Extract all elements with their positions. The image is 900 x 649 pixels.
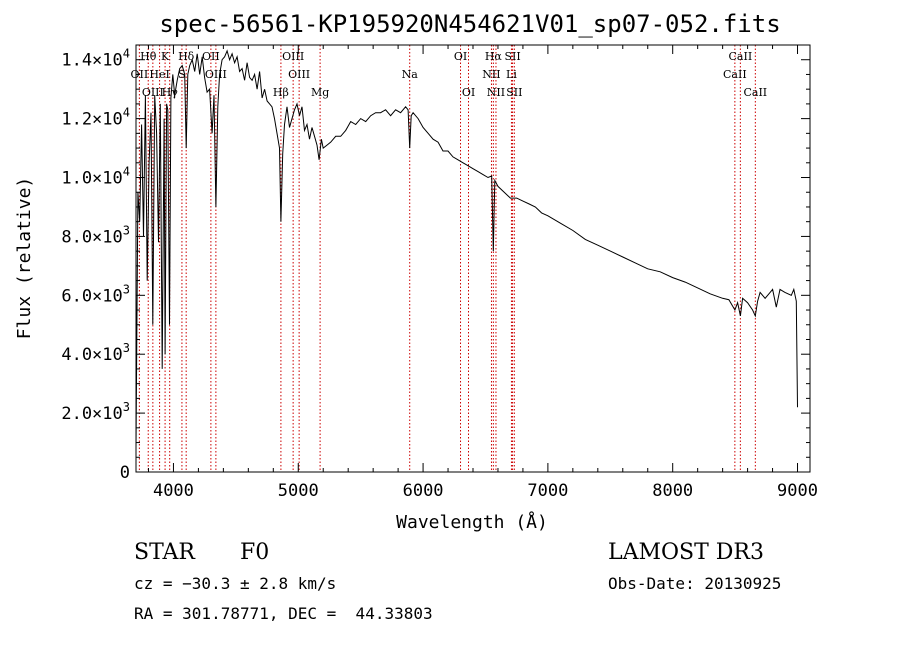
y-tick-label-6: 1.2×104 bbox=[61, 106, 130, 130]
y-tick-label-1: 2.0×103 bbox=[61, 400, 130, 424]
line-marker-label-6: Hδ bbox=[178, 50, 195, 63]
line-marker-label-3: HeI bbox=[149, 68, 169, 81]
line-marker-label-15: OI bbox=[454, 50, 467, 63]
line-marker-label-16: OI bbox=[462, 86, 475, 99]
line-marker-label-11: OIII bbox=[282, 50, 304, 63]
line-marker-label-13: Mg bbox=[311, 86, 329, 99]
y-tick-label-0: 0 bbox=[120, 463, 130, 483]
line-marker-label-4: K bbox=[161, 50, 170, 63]
x-tick-label-4: 8000 bbox=[652, 481, 693, 501]
line-marker-label-19: NII bbox=[487, 86, 505, 99]
x-tick-label-2: 6000 bbox=[403, 481, 444, 501]
line-marker-label-14: Na bbox=[402, 68, 419, 81]
y-axis-label: Flux (relative) bbox=[14, 177, 35, 340]
x-tick-label-5: 9000 bbox=[777, 481, 818, 501]
line-marker-label-8: OII bbox=[202, 50, 220, 63]
chart-title: spec-56561-KP195920N454621V01_sp07-052.f… bbox=[159, 10, 780, 38]
line-marker-label-0: Hθ bbox=[140, 50, 157, 63]
x-tick-label-0: 4000 bbox=[153, 481, 194, 501]
x-axis-label: Wavelength (Å) bbox=[396, 511, 548, 533]
y-tick-label-7: 1.4×104 bbox=[61, 47, 130, 71]
line-marker-label-18: NII bbox=[482, 68, 500, 81]
object-class: STAR bbox=[134, 540, 195, 565]
survey-name: LAMOST DR3 bbox=[608, 540, 764, 565]
line-marker-label-23: CaII bbox=[729, 50, 753, 63]
y-tick-label-4: 8.0×103 bbox=[61, 223, 130, 247]
line-marker-label-21: Li bbox=[506, 68, 517, 81]
line-marker-label-25: CaII bbox=[743, 86, 767, 99]
observation-date: Obs-Date: 20130925 bbox=[608, 574, 782, 593]
y-tick-label-3: 6.0×103 bbox=[61, 282, 130, 306]
y-tick-label-5: 1.0×104 bbox=[61, 165, 130, 189]
line-marker-label-17: Hα bbox=[485, 50, 503, 63]
line-marker-label-9: OIII bbox=[205, 68, 227, 81]
object-subclass: F0 bbox=[240, 540, 270, 565]
spectrum-line-0 bbox=[135, 49, 798, 449]
line-marker-label-12: OIII bbox=[288, 68, 310, 81]
line-marker-label-2: OIII bbox=[142, 86, 164, 99]
redshift-velocity: cz = −30.3 ± 2.8 km/s bbox=[134, 574, 337, 593]
line-marker-label-22: SII bbox=[506, 86, 522, 99]
line-marker-label-5: Hγ bbox=[162, 86, 179, 99]
line-marker-label-10: Hβ bbox=[273, 86, 289, 99]
x-tick-label-1: 5000 bbox=[278, 481, 319, 501]
coordinates: RA = 301.78771, DEC = 44.33803 bbox=[134, 604, 433, 623]
line-marker-label-1: OII bbox=[131, 68, 149, 81]
x-tick-label-3: 7000 bbox=[527, 481, 568, 501]
y-tick-label-2: 4.0×103 bbox=[61, 341, 130, 365]
line-marker-label-7: S bbox=[178, 68, 186, 81]
line-marker-label-20: SII bbox=[504, 50, 520, 63]
plot-frame bbox=[135, 44, 811, 473]
line-marker-label-24: CaII bbox=[723, 68, 747, 81]
